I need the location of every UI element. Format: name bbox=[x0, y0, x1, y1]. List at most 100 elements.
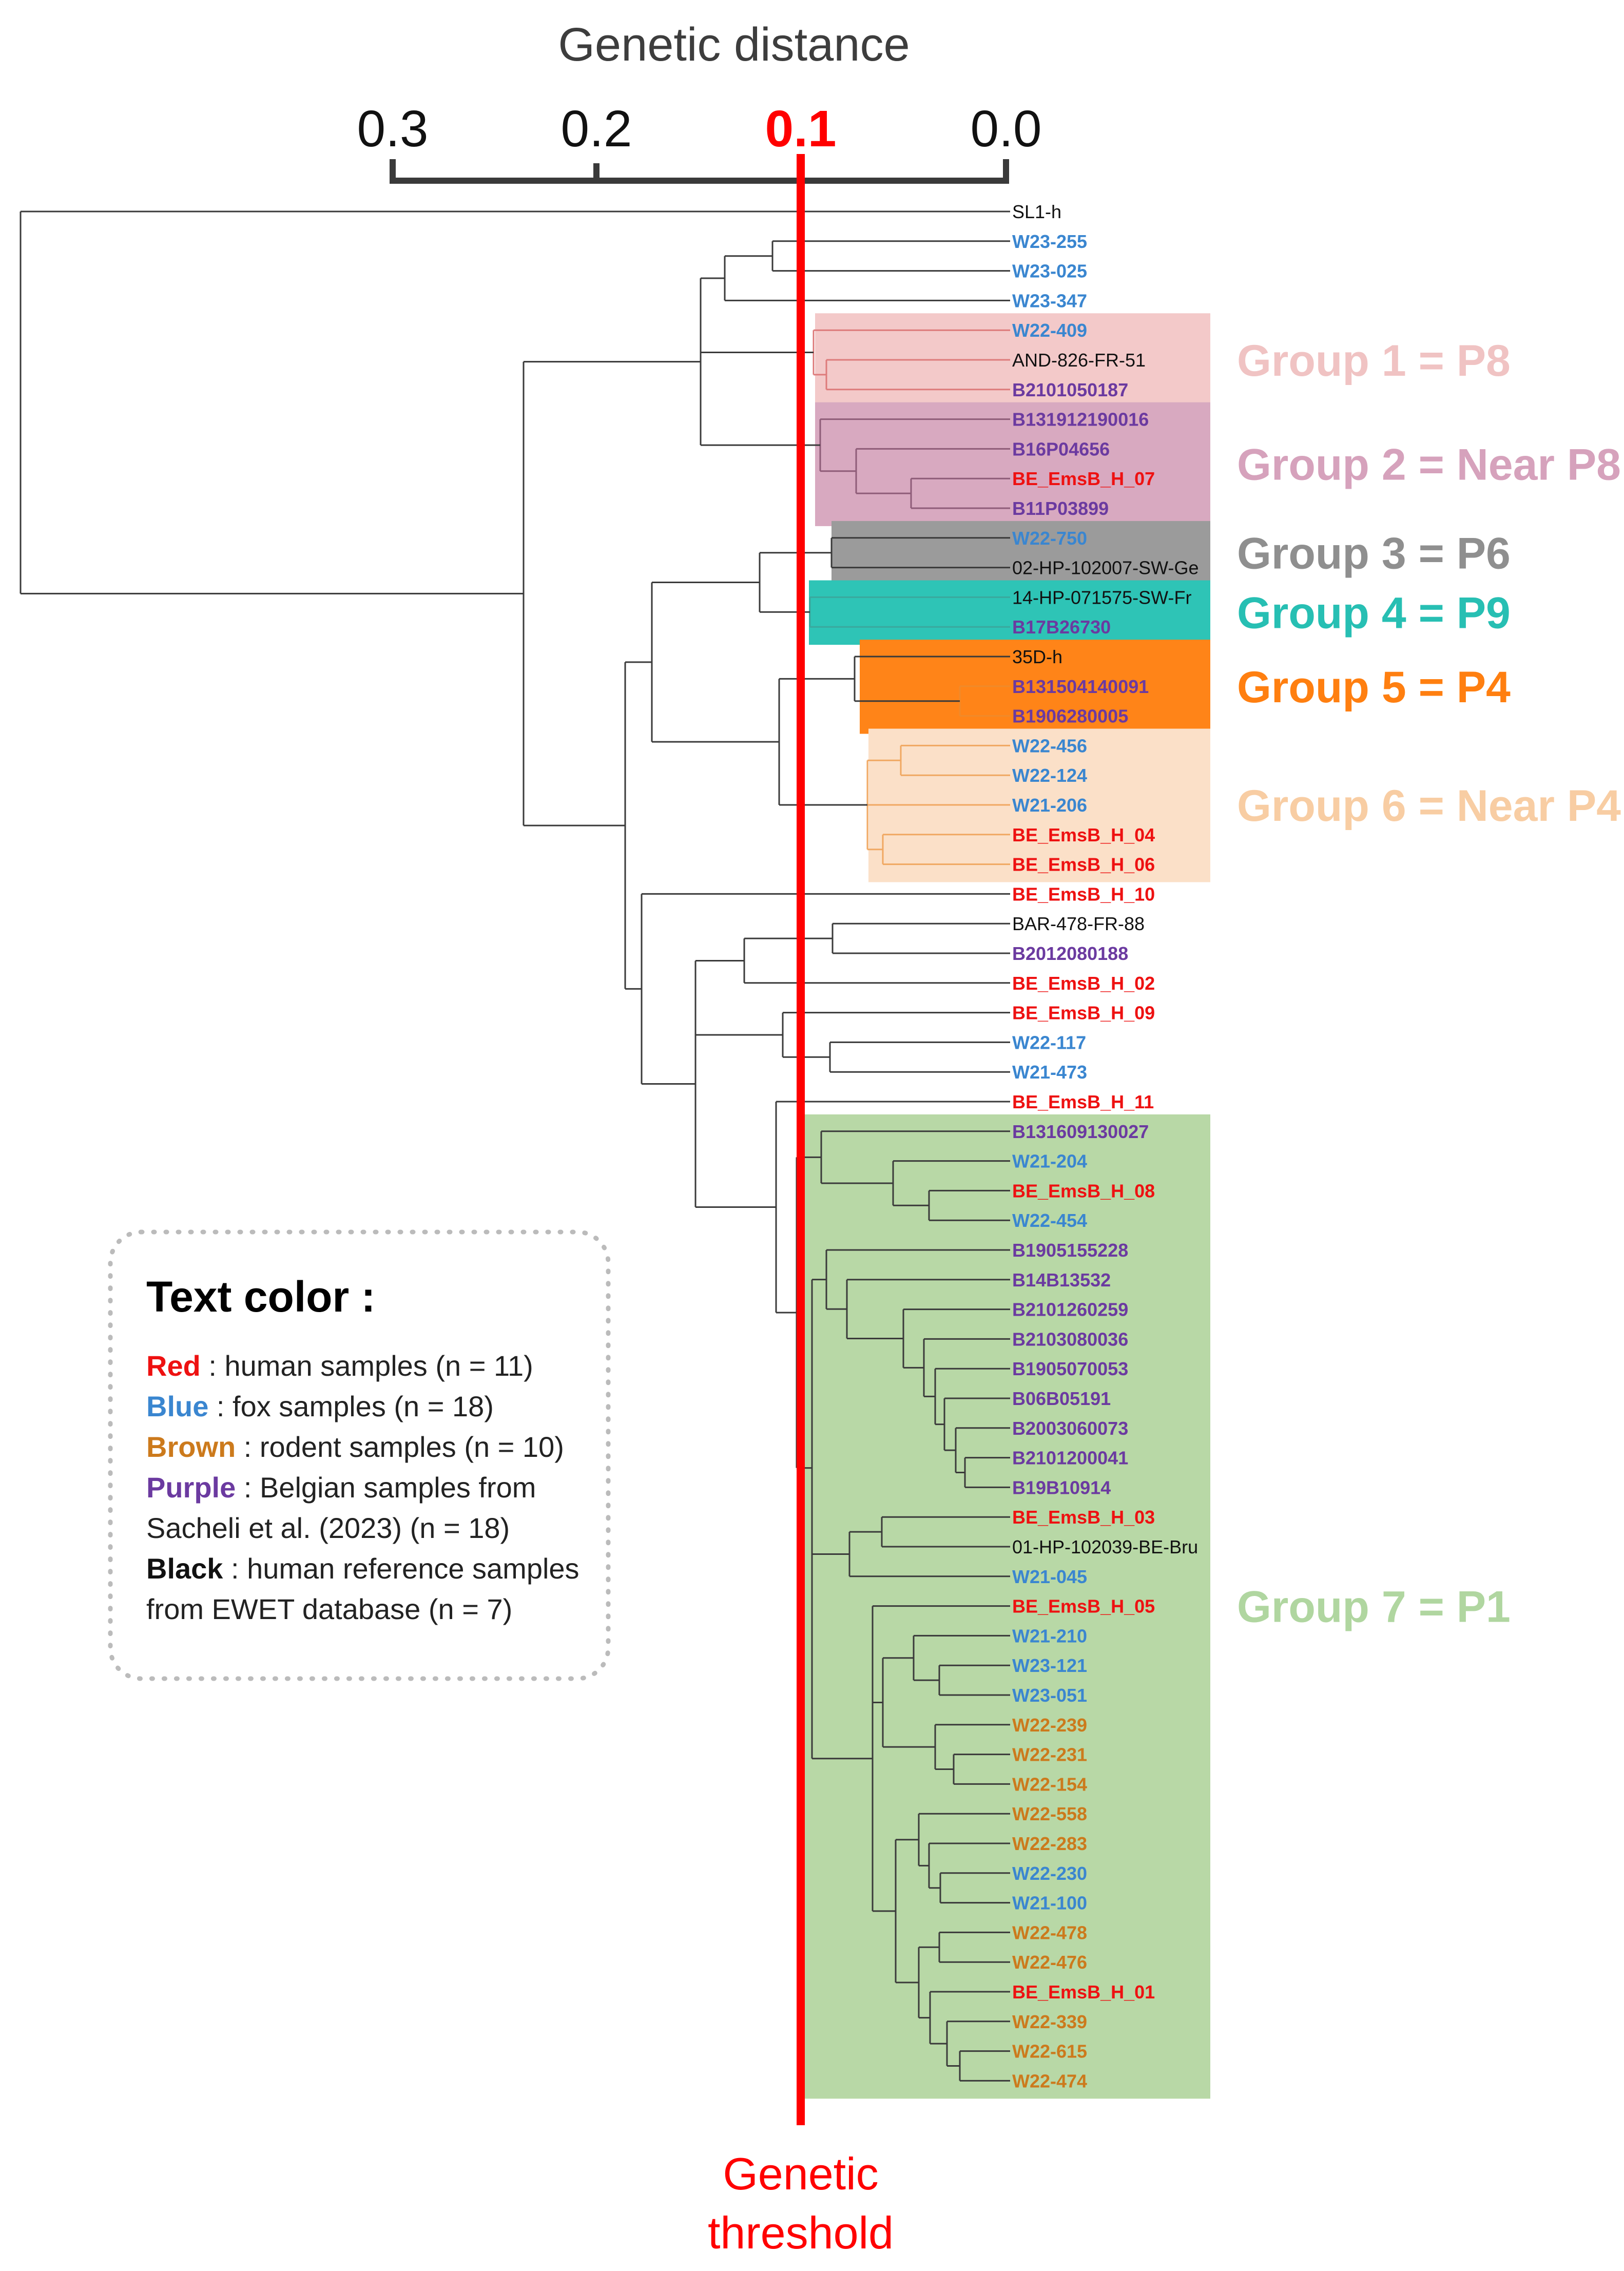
leaf-label-be-emsb-h-02: BE_EmsB_H_02 bbox=[1012, 973, 1155, 994]
legend-item-6: Black : human reference samples bbox=[146, 1552, 579, 1585]
leaf-label-w22-454: W22-454 bbox=[1012, 1210, 1087, 1231]
leaf-label-w22-230: W22-230 bbox=[1012, 1863, 1087, 1884]
leaf-label-w23-255: W23-255 bbox=[1012, 231, 1087, 252]
legend-item-5: Sacheli et al. (2023) (n = 18) bbox=[146, 1512, 510, 1544]
leaf-label-w21-206: W21-206 bbox=[1012, 795, 1087, 816]
leaf-label-b16p04656: B16P04656 bbox=[1012, 438, 1110, 459]
leaf-labels: SL1-h W23-255 W23-025 W23-347 W22-409 AND-826… bbox=[1012, 201, 1199, 2091]
leaf-label-w22-476: W22-476 bbox=[1012, 1952, 1087, 1973]
leaf-label-w23-025: W23-025 bbox=[1012, 261, 1087, 282]
leaf-label-01-hp-102039-be-bru: 01-HP-102039-BE-Bru bbox=[1012, 1536, 1198, 1557]
legend-item-2: Blue : fox samples (n = 18) bbox=[146, 1390, 494, 1422]
leaf-label-w22-409: W22-409 bbox=[1012, 320, 1087, 341]
legend-item-4: Purple : Belgian samples from bbox=[146, 1471, 536, 1504]
leaf-label-b131609130027: B131609130027 bbox=[1012, 1121, 1149, 1142]
group-4-highlight bbox=[809, 580, 1210, 645]
legend-text: : Belgian samples from bbox=[236, 1471, 536, 1504]
leaf-label-be-emsb-h-08: BE_EmsB_H_08 bbox=[1012, 1180, 1155, 1201]
leaf-label-w21-204: W21-204 bbox=[1012, 1151, 1087, 1172]
leaf-label-be-emsb-h-07: BE_EmsB_H_07 bbox=[1012, 468, 1155, 489]
leaf-label-b1905070053: B1905070053 bbox=[1012, 1358, 1128, 1379]
leaf-label-w22-239: W22-239 bbox=[1012, 1715, 1087, 1736]
leaf-label-bar-478-fr-88: BAR-478-FR-88 bbox=[1012, 913, 1145, 934]
leaf-label-w23-347: W23-347 bbox=[1012, 290, 1087, 311]
group-4-label: Group 4 = P9 bbox=[1237, 588, 1511, 638]
legend-item-1: Red : human samples (n = 11) bbox=[146, 1350, 533, 1382]
group-3-highlight bbox=[832, 521, 1210, 586]
leaf-label-b2101200041: B2101200041 bbox=[1012, 1448, 1128, 1469]
leaf-label-b14b13532: B14B13532 bbox=[1012, 1269, 1111, 1291]
leaf-label-b06b05191: B06B05191 bbox=[1012, 1388, 1111, 1409]
axis-tick-0-0: 0.0 bbox=[970, 100, 1041, 158]
leaf-label-w21-210: W21-210 bbox=[1012, 1625, 1087, 1646]
text-color-legend: Text color : Red : human samples (n = 11… bbox=[108, 1229, 611, 1681]
leaf-label-w22-117: W22-117 bbox=[1012, 1032, 1086, 1053]
tree-branches bbox=[20, 210, 1010, 2082]
leaf-label-w22-615: W22-615 bbox=[1012, 2041, 1087, 2062]
leaf-label-be-emsb-h-09: BE_EmsB_H_09 bbox=[1012, 1003, 1155, 1024]
leaf-label-b2003060073: B2003060073 bbox=[1012, 1418, 1128, 1439]
leaf-label-w22-339: W22-339 bbox=[1012, 2011, 1087, 2032]
leaf-label-w22-478: W22-478 bbox=[1012, 1922, 1087, 1943]
legend-text: : rodent samples (n = 10) bbox=[236, 1431, 564, 1463]
legend-text: : human samples (n = 11) bbox=[201, 1350, 533, 1382]
group-1-label: Group 1 = P8 bbox=[1237, 336, 1511, 386]
leaf-label-w22-750: W22-750 bbox=[1012, 528, 1087, 549]
legend-item-7: from EWET database (n = 7) bbox=[146, 1593, 512, 1625]
leaf-label-w21-045: W21-045 bbox=[1012, 1566, 1087, 1587]
legend-text: from EWET database (n = 7) bbox=[146, 1593, 512, 1625]
group-3-label: Group 3 = P6 bbox=[1237, 529, 1511, 579]
leaf-label-b17b26730: B17B26730 bbox=[1012, 617, 1111, 638]
leaf-label-35d-h: 35D-h bbox=[1012, 646, 1062, 667]
legend-text: : fox samples (n = 18) bbox=[208, 1390, 494, 1422]
group-5-highlight bbox=[860, 640, 1210, 734]
leaf-label-w21-473: W21-473 bbox=[1012, 1062, 1087, 1083]
leaf-label-b2101050187: B2101050187 bbox=[1012, 379, 1128, 400]
legend-items: Red : human samples (n = 11) Blue : fox s… bbox=[146, 1350, 579, 1625]
legend-text: Sacheli et al. (2023) (n = 18) bbox=[146, 1512, 510, 1544]
leaf-label-w22-474: W22-474 bbox=[1012, 2070, 1087, 2091]
group-2-highlight bbox=[815, 402, 1210, 526]
legend-key-purple: Purple bbox=[146, 1471, 236, 1504]
leaf-label-b11p03899: B11P03899 bbox=[1012, 498, 1109, 519]
distance-axis: Genetic distance 0.3 0.2 0.1 0.0 bbox=[357, 18, 1042, 184]
axis-title: Genetic distance bbox=[558, 18, 910, 71]
group-6-label: Group 6 = Near P4 bbox=[1237, 781, 1621, 831]
threshold-label-line-2: threshold bbox=[708, 2207, 894, 2258]
leaf-label-b2101260259: B2101260259 bbox=[1012, 1299, 1128, 1320]
leaf-label-w22-231: W22-231 bbox=[1012, 1744, 1087, 1765]
leaf-label-w22-283: W22-283 bbox=[1012, 1833, 1087, 1854]
leaf-label-w21-100: W21-100 bbox=[1012, 1893, 1087, 1914]
leaf-label-02-hp-102007-sw-ge: 02-HP-102007-SW-Ge bbox=[1012, 557, 1199, 579]
leaf-label-b19b10914: B19B10914 bbox=[1012, 1477, 1111, 1498]
leaf-label-be-emsb-h-10: BE_EmsB_H_10 bbox=[1012, 883, 1155, 904]
threshold-label-line-1: Genetic bbox=[723, 2148, 878, 2199]
leaf-label-b2012080188: B2012080188 bbox=[1012, 943, 1128, 964]
leaf-label-be-emsb-h-01: BE_EmsB_H_01 bbox=[1012, 1981, 1155, 2003]
leaf-label-be-emsb-h-04: BE_EmsB_H_04 bbox=[1012, 824, 1155, 845]
legend-title: Text color : bbox=[146, 1273, 376, 1321]
leaf-label-b131912190016: B131912190016 bbox=[1012, 409, 1149, 430]
leaf-label-be-emsb-h-06: BE_EmsB_H_06 bbox=[1012, 854, 1155, 875]
leaf-label-w22-456: W22-456 bbox=[1012, 735, 1087, 756]
group-5-label: Group 5 = P4 bbox=[1237, 663, 1511, 712]
leaf-label-w22-154: W22-154 bbox=[1012, 1774, 1087, 1795]
axis-tick-0-2: 0.2 bbox=[560, 100, 632, 158]
leaf-label-be-emsb-h-05: BE_EmsB_H_05 bbox=[1012, 1596, 1155, 1617]
leaf-label-b1906280005: B1906280005 bbox=[1012, 706, 1128, 727]
leaf-label-w22-558: W22-558 bbox=[1012, 1803, 1087, 1824]
axis-line bbox=[390, 159, 1009, 184]
axis-tick-0-1-threshold: 0.1 bbox=[765, 100, 836, 158]
group-2-label: Group 2 = Near P8 bbox=[1237, 440, 1621, 489]
leaf-label-w23-051: W23-051 bbox=[1012, 1685, 1087, 1706]
legend-box bbox=[108, 1229, 611, 1681]
legend-item-3: Brown : rodent samples (n = 10) bbox=[146, 1431, 564, 1463]
leaf-label-w23-121: W23-121 bbox=[1012, 1655, 1087, 1676]
legend-key-blue: Blue bbox=[146, 1390, 208, 1422]
leaf-label-sl1-h: SL1-h bbox=[1012, 201, 1061, 222]
leaf-label-b131504140091: B131504140091 bbox=[1012, 676, 1149, 697]
leaf-label-be-emsb-h-11: BE_EmsB_H_11 bbox=[1012, 1091, 1154, 1112]
leaf-label-14-hp-071575-sw-fr: 14-HP-071575-SW-Fr bbox=[1012, 587, 1191, 608]
